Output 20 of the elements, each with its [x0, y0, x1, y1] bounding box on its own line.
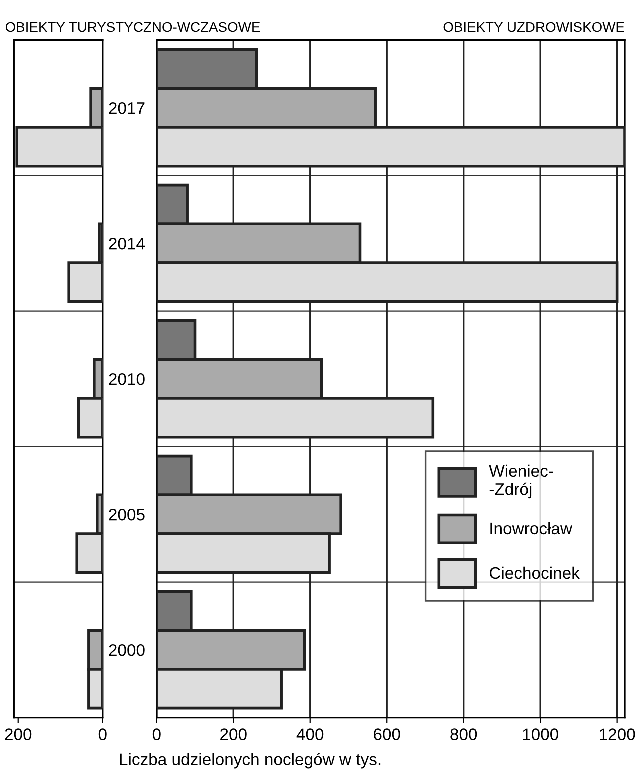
y-tick-label: 2005	[109, 508, 145, 521]
x-tick-label: 0	[152, 728, 161, 740]
x-tick-label: 1000	[523, 728, 558, 740]
x-tick-label: 200	[220, 728, 247, 740]
legend-label: Wieniec- -Zdrój	[489, 464, 554, 499]
y-tick-label: 2017	[109, 102, 145, 114]
x-tick-label: 200	[5, 728, 32, 740]
x-axis-title: Liczba udzielonych noclegów w tys.	[120, 753, 381, 769]
x-tick-label: 400	[296, 728, 324, 740]
x-tick-label: 800	[450, 728, 478, 740]
y-tick-label: 2010	[109, 373, 145, 386]
legend-label: Ciechocinek	[490, 566, 580, 580]
x-tick-label: 600	[374, 728, 400, 740]
chart-title: OBIEKTY UZDROWISKOWE	[444, 22, 624, 32]
x-tick-label: 0	[98, 728, 107, 740]
x-tick-label: 1200	[600, 728, 636, 740]
y-tick-label: 2014	[109, 238, 146, 250]
y-tick-label: 2000	[109, 644, 145, 656]
legend-label: Inowrocław	[490, 522, 573, 535]
text: OBIEKTY TURYSTYCZNO-WCZASOWE	[6, 22, 260, 32]
